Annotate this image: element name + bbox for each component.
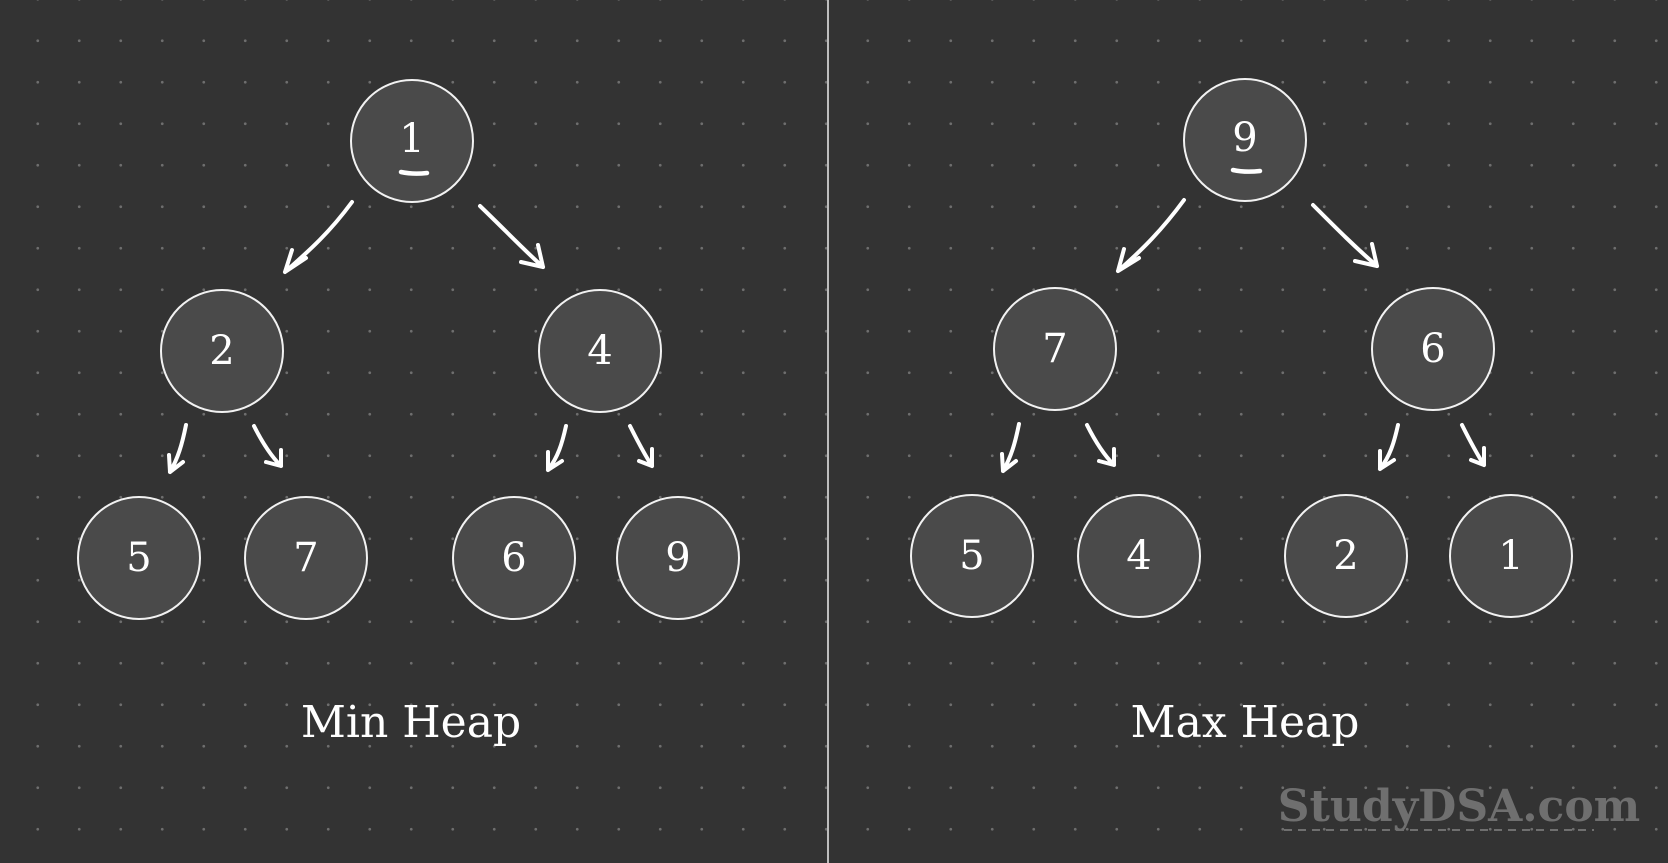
edge-right-to-rl: [546, 424, 568, 472]
max-heap-panel: 9 7 6 5 4 2: [910, 78, 1573, 748]
node-value: 7: [1042, 326, 1067, 372]
edge-left-to-lr: [252, 424, 283, 468]
max-heap-root-node: 9: [1183, 78, 1307, 202]
node-value: 7: [293, 535, 318, 581]
edge-left-to-ll: [167, 423, 188, 474]
edge-root-to-right: [1311, 203, 1379, 268]
node-value: 4: [587, 328, 612, 374]
min-heap-panel: 1 2 4 5 7 6: [77, 79, 740, 748]
node-value: 6: [1420, 326, 1445, 372]
edge-root-to-left: [1116, 198, 1186, 273]
max-heap-node-level1-right: 6: [1371, 287, 1495, 411]
root-underline-mark: [1230, 167, 1263, 174]
min-heap-node-level2-4: 9: [616, 496, 740, 620]
max-heap-node-level1-left: 7: [993, 287, 1117, 411]
watermark-text: StudyDSA.com: [1278, 781, 1641, 832]
node-value: 5: [126, 535, 151, 581]
max-heap-node-level2-2: 4: [1077, 494, 1201, 618]
node-value: 2: [209, 328, 234, 374]
min-heap-root-node: 1: [350, 79, 474, 203]
node-value: 1: [399, 116, 424, 162]
node-value: 2: [1333, 533, 1358, 579]
min-heap-node-level1-right: 4: [538, 289, 662, 413]
max-heap-node-level2-1: 5: [910, 494, 1034, 618]
edge-left-to-lr: [1085, 423, 1116, 467]
edge-right-to-rl: [1378, 423, 1400, 471]
edge-right-to-rr: [1460, 423, 1486, 467]
min-heap-label: Min Heap: [301, 697, 521, 748]
max-heap-node-level2-4: 1: [1449, 494, 1573, 618]
panel-divider: [827, 0, 829, 863]
min-heap-node-level2-3: 6: [452, 496, 576, 620]
min-heap-node-level1-left: 2: [160, 289, 284, 413]
root-underline-mark: [398, 169, 430, 176]
node-value: 4: [1126, 533, 1151, 579]
edge-left-to-ll: [1000, 422, 1021, 473]
min-heap-node-level2-2: 7: [244, 496, 368, 620]
max-heap-label: Max Heap: [1131, 697, 1360, 748]
edge-root-to-right: [478, 204, 545, 269]
edge-root-to-left: [283, 200, 354, 274]
node-value: 5: [959, 533, 984, 579]
node-value: 9: [1232, 115, 1257, 161]
node-value: 1: [1498, 533, 1523, 579]
node-value: 9: [665, 535, 690, 581]
watermark: StudyDSA.com: [1278, 781, 1641, 832]
node-value: 6: [501, 535, 526, 581]
min-heap-node-level2-1: 5: [77, 496, 201, 620]
edge-right-to-rr: [628, 424, 654, 468]
max-heap-node-level2-3: 2: [1284, 494, 1408, 618]
